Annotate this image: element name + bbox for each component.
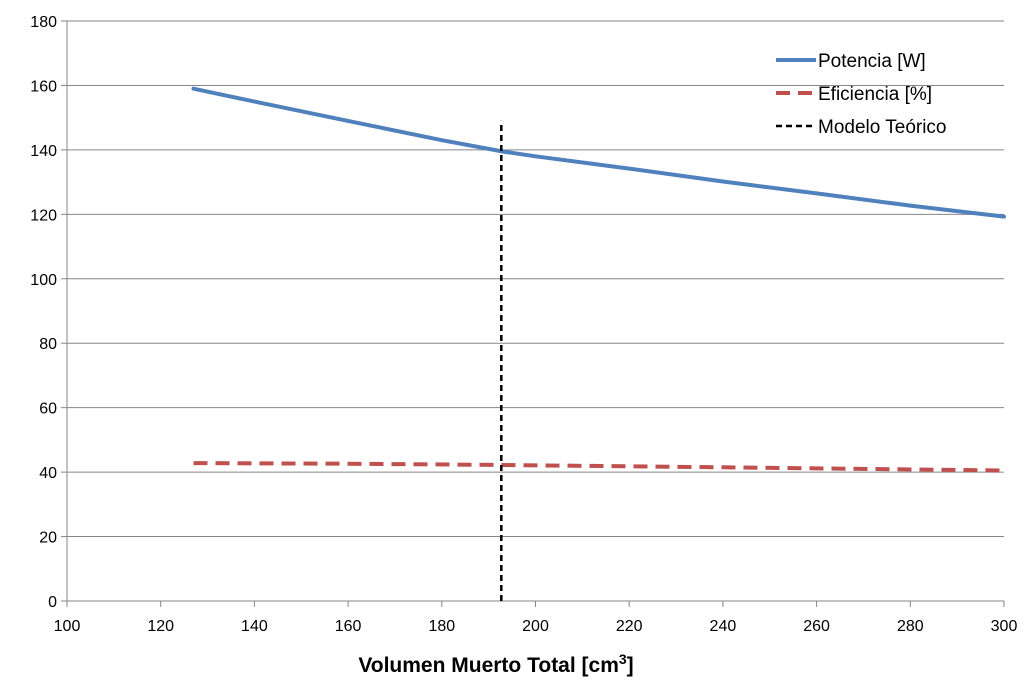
series-line-1 bbox=[191, 86, 1006, 219]
x-tick-label: 240 bbox=[710, 618, 737, 635]
x-tick-label: 100 bbox=[54, 618, 81, 635]
series-lines bbox=[191, 86, 1006, 601]
x-axis-title-main: Volumen Muerto Total [cm bbox=[358, 654, 619, 677]
x-tick-label: 260 bbox=[803, 618, 830, 635]
x-tick-label: 180 bbox=[428, 618, 455, 635]
x-tick-label: 200 bbox=[522, 618, 549, 635]
x-tick-label: 280 bbox=[897, 618, 924, 635]
y-tick-label: 60 bbox=[39, 401, 57, 418]
x-axis-title-superscript: 3 bbox=[619, 651, 627, 667]
y-tick-label: 0 bbox=[48, 594, 57, 611]
x-tick-label: 300 bbox=[991, 618, 1018, 635]
y-tick-label: 80 bbox=[39, 336, 57, 353]
axes bbox=[61, 20, 1005, 607]
y-tick-label: 100 bbox=[30, 272, 57, 289]
x-axis-title-suffix: ] bbox=[627, 654, 634, 677]
legend-label-2: Eficiencia [%] bbox=[818, 84, 932, 105]
y-tick-label: 140 bbox=[30, 143, 57, 160]
y-tick-label: 160 bbox=[30, 78, 57, 95]
tick-labels: 0 20 40 60 80 100 120 140 160 180 100 120 140 160 180 2… bbox=[30, 14, 1017, 635]
y-tick-label: 120 bbox=[30, 207, 57, 224]
legend: Potencia [W] Eficiencia [%] Modelo Teórico bbox=[776, 51, 947, 138]
x-tick-label: 120 bbox=[147, 618, 174, 635]
legend-label-1: Potencia [W] bbox=[818, 51, 926, 72]
grid-lines bbox=[67, 20, 1004, 538]
y-tick-label: 180 bbox=[30, 14, 57, 31]
y-tick-label: 40 bbox=[39, 465, 57, 482]
series-line-2 bbox=[193, 461, 1005, 473]
x-axis-title: Volumen Muerto Total [cm3] bbox=[358, 651, 633, 677]
legend-label-3: Modelo Teórico bbox=[818, 117, 947, 138]
y-tick-label: 20 bbox=[39, 530, 57, 547]
x-tick-label: 140 bbox=[241, 618, 268, 635]
x-tick-label: 160 bbox=[335, 618, 362, 635]
x-tick-label: 220 bbox=[616, 618, 643, 635]
